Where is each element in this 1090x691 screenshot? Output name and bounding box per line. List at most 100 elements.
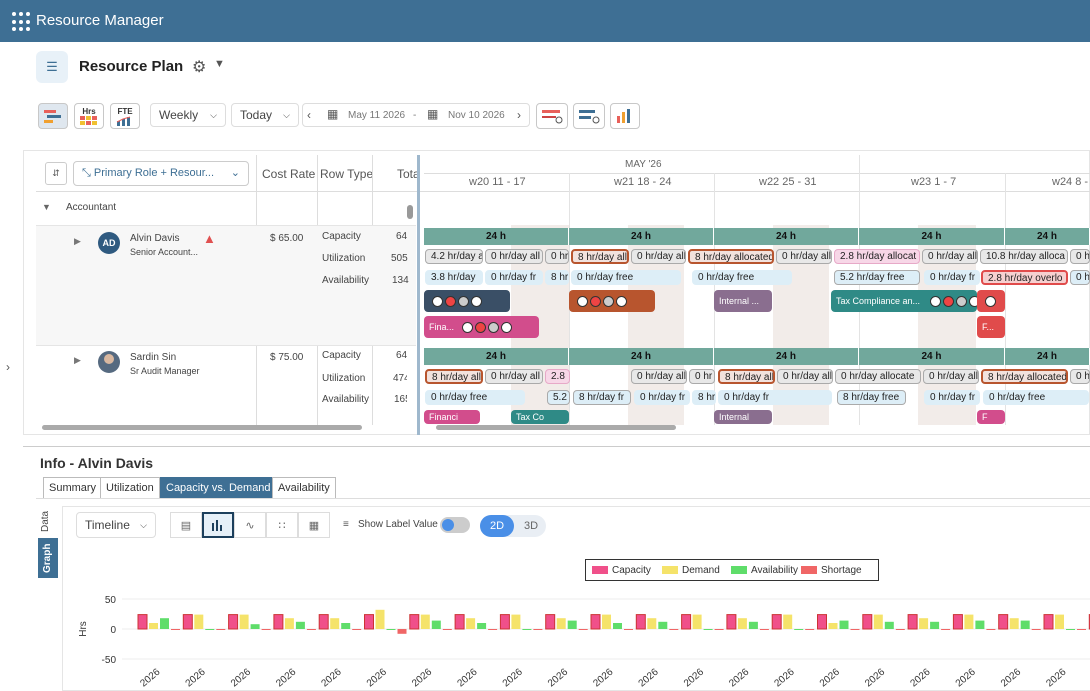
utilization-cell[interactable]: 0 hr/day all	[485, 249, 543, 264]
column-cost-rate[interactable]: Cost Rate	[262, 167, 316, 181]
warning-icon[interactable]: ▲	[203, 231, 216, 246]
kpi-button[interactable]	[610, 103, 640, 129]
utilization-cell[interactable]: 0 hr/day	[1070, 249, 1090, 264]
availability-cell[interactable]: 0 hr/day free	[425, 390, 525, 405]
resource-name[interactable]: Alvin Davis	[130, 233, 180, 244]
calendar-icon[interactable]: ▦	[427, 107, 439, 121]
availability-cell[interactable]: 0 hr/day	[1070, 270, 1090, 285]
task-bar[interactable]: Fina...	[424, 316, 539, 338]
expand-icon[interactable]: ▶	[74, 236, 81, 246]
line-chart-button[interactable]: ∿	[234, 512, 266, 538]
tab-utilization[interactable]: Utilization	[100, 477, 160, 498]
column-row-type[interactable]: Row Type	[320, 167, 374, 181]
utilization-cell[interactable]: 4.2 hr/day all	[425, 249, 483, 264]
fte-chart-button[interactable]: FTE	[110, 103, 140, 129]
availability-cell[interactable]: 0 hr/day free	[983, 390, 1089, 405]
side-tab-data[interactable]: Data	[40, 510, 51, 532]
timeline-scrollbar[interactable]	[436, 425, 676, 430]
horizontal-scrollbar[interactable]	[42, 425, 362, 430]
utilization-cell[interactable]: 0 hr/day all	[776, 249, 832, 264]
utilization-cell[interactable]: 0 hr/day all	[631, 249, 686, 264]
settings-rows-button[interactable]	[573, 103, 605, 129]
utilization-cell[interactable]: 0 hr/day	[1070, 369, 1090, 384]
availability-cell[interactable]: 0 hr/day fr	[924, 390, 980, 405]
hrs-heatmap-button[interactable]: Hrs	[74, 103, 104, 129]
mode-2d[interactable]: 2D	[480, 515, 514, 537]
availability-cell[interactable]: 8 hr	[692, 390, 716, 405]
utilization-cell[interactable]: 0 hr/day all	[777, 369, 833, 384]
utilization-cell[interactable]: 8 hr/day allocated	[981, 369, 1068, 384]
utilization-cell[interactable]: 0 hr/day all	[485, 369, 543, 384]
utilization-cell[interactable]: 10.8 hr/day alloca	[980, 249, 1068, 264]
utilization-cell[interactable]: 8 hr/day all	[571, 249, 629, 264]
utilization-cell[interactable]: 2.8 hr/day allocat	[834, 249, 920, 264]
task-bar[interactable]	[424, 290, 510, 312]
availability-cell[interactable]: 3.8 hr/day	[425, 270, 483, 285]
availability-cell[interactable]: 0 hr/day fr	[718, 390, 832, 405]
availability-cell[interactable]: 0 hr/day fr	[634, 390, 690, 405]
availability-cell[interactable]: 2.8 hr/day overlo	[981, 270, 1068, 285]
legend-demand[interactable]: Demand	[662, 565, 720, 576]
side-tab-graph[interactable]: Graph	[38, 538, 58, 578]
task-bar[interactable]: F...	[977, 316, 1005, 338]
chevron-right-icon[interactable]: ›	[6, 360, 10, 374]
utilization-cell[interactable]: 0 hr/day all	[922, 249, 978, 264]
availability-cell[interactable]: 8 hr	[545, 270, 569, 285]
task-bar[interactable]: Internal ...	[714, 290, 772, 312]
view-select[interactable]: Timeline ⌵	[76, 512, 156, 538]
mode-3d[interactable]: 3D	[523, 520, 539, 532]
stacked-chart-button[interactable]: ▦	[298, 512, 330, 538]
tab-capacity-vs-demand[interactable]: Capacity vs. Demand	[160, 477, 277, 498]
availability-cell[interactable]: 0 hr/day free	[692, 270, 792, 285]
pane-splitter[interactable]	[417, 155, 420, 435]
chevron-down-icon[interactable]: ▼	[214, 58, 225, 70]
availability-cell[interactable]: 5.2	[547, 390, 570, 405]
prev-arrow-icon[interactable]: ‹	[307, 108, 311, 122]
next-arrow-icon[interactable]: ›	[517, 108, 521, 122]
start-date[interactable]: May 11 2026	[348, 110, 406, 121]
task-bar[interactable]: F	[977, 410, 1005, 424]
legend-availability[interactable]: Availability	[731, 565, 798, 576]
app-launcher-icon[interactable]	[12, 12, 32, 32]
availability-cell[interactable]: 0 hr/day free	[571, 270, 681, 285]
availability-cell[interactable]: 0 hr/day fr	[485, 270, 543, 285]
utilization-cell[interactable]: 8 hr/day allocated	[688, 249, 774, 264]
utilization-cell[interactable]: 0 hr/day all	[631, 369, 687, 384]
settings-gantt-button[interactable]	[536, 103, 568, 129]
utilization-cell[interactable]: 0 hr	[689, 369, 715, 384]
task-bar[interactable]	[977, 290, 1005, 312]
calendar-icon[interactable]: ▦	[327, 107, 339, 121]
tab-availability[interactable]: Availability	[272, 477, 336, 498]
group-by-select[interactable]: ⤡ Primary Role + Resour... ⌄	[73, 161, 249, 186]
legend-capacity[interactable]: Capacity	[592, 565, 651, 576]
area-chart-button[interactable]: ▤	[170, 512, 202, 538]
utilization-cell[interactable]: 0 hr	[545, 249, 569, 264]
task-bar[interactable]: Tax Co	[511, 410, 569, 424]
availability-cell[interactable]: 5.2 hr/day free	[834, 270, 920, 285]
vertical-scrollbar[interactable]	[407, 193, 415, 421]
utilization-cell[interactable]: 8 hr/day all	[718, 369, 775, 384]
panel-divider[interactable]	[23, 446, 1090, 447]
utilization-cell[interactable]: 0 hr/day allocate	[835, 369, 921, 384]
task-bar[interactable]: Tax Compliance an...	[831, 290, 977, 312]
tab-summary[interactable]: Summary	[43, 477, 103, 498]
task-bar[interactable]	[569, 290, 655, 312]
period-select[interactable]: Weekly ⌵	[150, 103, 226, 127]
availability-cell[interactable]: 8 hr/day free	[837, 390, 906, 405]
scatter-chart-button[interactable]: ∷	[266, 512, 298, 538]
task-bar[interactable]: Financi	[424, 410, 480, 424]
resource-name[interactable]: Sardin Sin	[130, 352, 177, 363]
gantt-view-button[interactable]	[38, 103, 68, 129]
today-select[interactable]: Today ⌵	[231, 103, 299, 127]
utilization-cell[interactable]: 8 hr/day all	[425, 369, 483, 384]
availability-cell[interactable]: 0 hr/day fr	[924, 270, 980, 285]
collapse-icon[interactable]: ▼	[42, 202, 51, 212]
sort-icon[interactable]: ⇵	[45, 162, 67, 185]
utilization-cell[interactable]: 0 hr/day all	[923, 369, 979, 384]
availability-cell[interactable]: 8 hr/day fr	[573, 390, 631, 405]
bar-chart-button[interactable]	[202, 512, 234, 538]
column-total[interactable]: Tota	[397, 167, 420, 181]
task-bar[interactable]: Internal	[714, 410, 772, 424]
show-label-toggle[interactable]	[440, 517, 470, 533]
utilization-cell[interactable]: 2.8	[545, 369, 570, 384]
